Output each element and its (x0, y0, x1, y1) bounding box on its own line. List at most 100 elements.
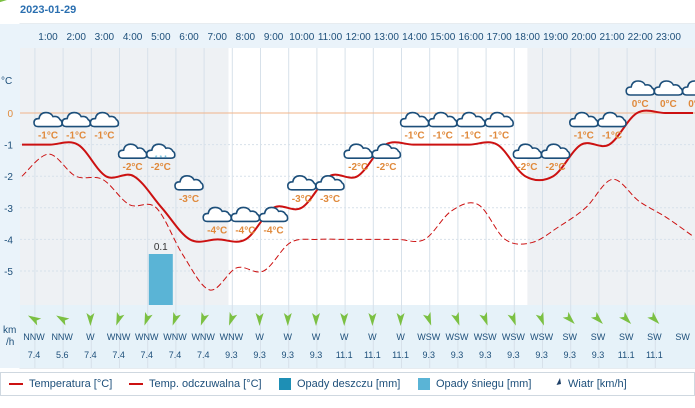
legend-snow-swatch (418, 378, 430, 390)
wind-arrow-shape (86, 313, 95, 326)
hour-label: 16:00 (458, 32, 483, 43)
wind-speed: 11.1 (336, 350, 353, 360)
temp-label: 0°C (688, 99, 695, 110)
cloud-shape (681, 80, 695, 96)
temp-label: -4°C (264, 225, 284, 236)
hour-label: 2:00 (66, 32, 86, 43)
cloud-icon (258, 206, 289, 223)
wind-arrow-icon (340, 313, 349, 326)
cloud-shape (484, 111, 515, 128)
cloud-icon (540, 143, 571, 159)
temp-label: -3°C (179, 194, 199, 205)
wind-arrow-shape (27, 315, 42, 326)
wind-panel (20, 305, 695, 368)
temp-label: -1°C (433, 131, 453, 142)
wind-speed: 11.1 (646, 350, 663, 360)
wind-speed: 5.6 (56, 350, 69, 360)
wind-arrow-icon (116, 311, 125, 326)
temp-label: -1°C (66, 131, 86, 142)
snow-bar-label: 0.1 (154, 242, 168, 253)
wind-arrow-icon (479, 311, 488, 326)
wind-speed: 9.3 (564, 350, 577, 360)
temp-label: -3°C (292, 194, 312, 205)
wind-arrow-shape (255, 313, 264, 326)
forecast-date: 2023-01-29 (20, 4, 77, 16)
wind-speed: 9.3 (451, 350, 464, 360)
cloud-shape (146, 143, 176, 159)
cloud-shape (315, 175, 345, 191)
temp-label: -1°C (405, 131, 425, 142)
wind-speed: 11.1 (364, 350, 381, 360)
cloud-shape (89, 111, 120, 128)
temp-label: -1°C (489, 131, 509, 142)
wind-direction: W (396, 332, 405, 342)
wind-direction: WSW (530, 332, 553, 342)
temp-label: -1°C (38, 131, 58, 142)
hour-label: 10:00 (289, 32, 314, 43)
wind-arrow-shape (144, 311, 153, 326)
y-tick-label: -5 (4, 267, 13, 278)
feels-like-line (21, 153, 694, 291)
wind-arrow-shape (396, 313, 405, 326)
wind-speed: 9.3 (535, 350, 548, 360)
wind-arrow-shape (116, 311, 125, 326)
wind-arrow-icon (312, 313, 320, 326)
wind-arrow-shape (619, 311, 632, 324)
wind-direction: W (255, 332, 264, 342)
hour-label: 22:00 (628, 32, 653, 43)
temp-label: 0°C (632, 99, 649, 110)
legend-rain: Opady deszczu [mm] (279, 378, 400, 390)
legend-feels-like: Temp. odczuwalna [°C] (129, 378, 262, 390)
temp-label: -3°C (320, 194, 340, 205)
wind-arrow-shape (479, 311, 488, 326)
wind-arrow-icon (396, 313, 405, 326)
wind-direction: WNW (135, 332, 159, 342)
wind-direction: SW (647, 332, 662, 342)
wind-unit-h: /h (6, 337, 14, 348)
wind-speed: 9.3 (253, 350, 266, 360)
temp-label: -2°C (151, 162, 171, 173)
wind-direction: SW (591, 332, 606, 342)
cloud-shape (258, 206, 289, 223)
wind-arrow-icon (255, 313, 264, 326)
wind-direction: WNW (107, 332, 131, 342)
wind-direction: WNW (220, 332, 244, 342)
legend-wind-label: Wiatr [km/h] (568, 378, 627, 390)
legend-temperature-swatch (9, 383, 23, 385)
wind-arrow-icon (422, 311, 432, 326)
temp-label: -2°C (546, 162, 566, 173)
legend-temperature-label: Temperatura [°C] (29, 378, 113, 390)
wind-arrow-shape (368, 313, 377, 326)
hour-header (20, 24, 695, 48)
legend-snow-label: Opady śniegu [mm] (436, 378, 532, 390)
wind-arrow-icon (554, 378, 561, 390)
wind-direction: W (86, 332, 95, 342)
wind-arrow-shape (56, 315, 70, 326)
wind-arrow-icon (229, 311, 238, 326)
wind-arrow-icon (619, 311, 632, 324)
wind-arrow-icon (590, 311, 603, 324)
cloud-shape (597, 111, 627, 128)
legend-snow: Opady śniegu [mm] (418, 378, 531, 390)
wind-speed: 9.3 (282, 350, 295, 360)
hour-label: 20:00 (571, 32, 596, 43)
chart-legend: Temperatura [°C] Temp. odczuwalna [°C] O… (0, 372, 695, 396)
hour-label: 14:00 (402, 32, 427, 43)
wind-arrow-shape (590, 311, 603, 324)
hour-label: 23:00 (656, 32, 681, 43)
temp-label: -1°C (94, 131, 114, 142)
hour-label: 15:00 (430, 32, 455, 43)
wind-direction: W (312, 332, 321, 342)
hour-label: 18:00 (515, 32, 540, 43)
cloud-shape (371, 143, 402, 159)
wind-speed: 11.1 (392, 350, 409, 360)
wind-arrow-icon (86, 313, 95, 326)
wind-arrow-shape (340, 313, 349, 326)
wind-arrow-shape (422, 311, 432, 326)
y-tick-label: -1 (4, 141, 13, 152)
wind-speed: 9.3 (225, 350, 238, 360)
wind-direction: NNW (23, 332, 45, 342)
wind-arrow-shape (0, 0, 7, 3)
snowflake-icon: * * * (155, 155, 167, 162)
wind-arrow-icon (562, 311, 575, 324)
